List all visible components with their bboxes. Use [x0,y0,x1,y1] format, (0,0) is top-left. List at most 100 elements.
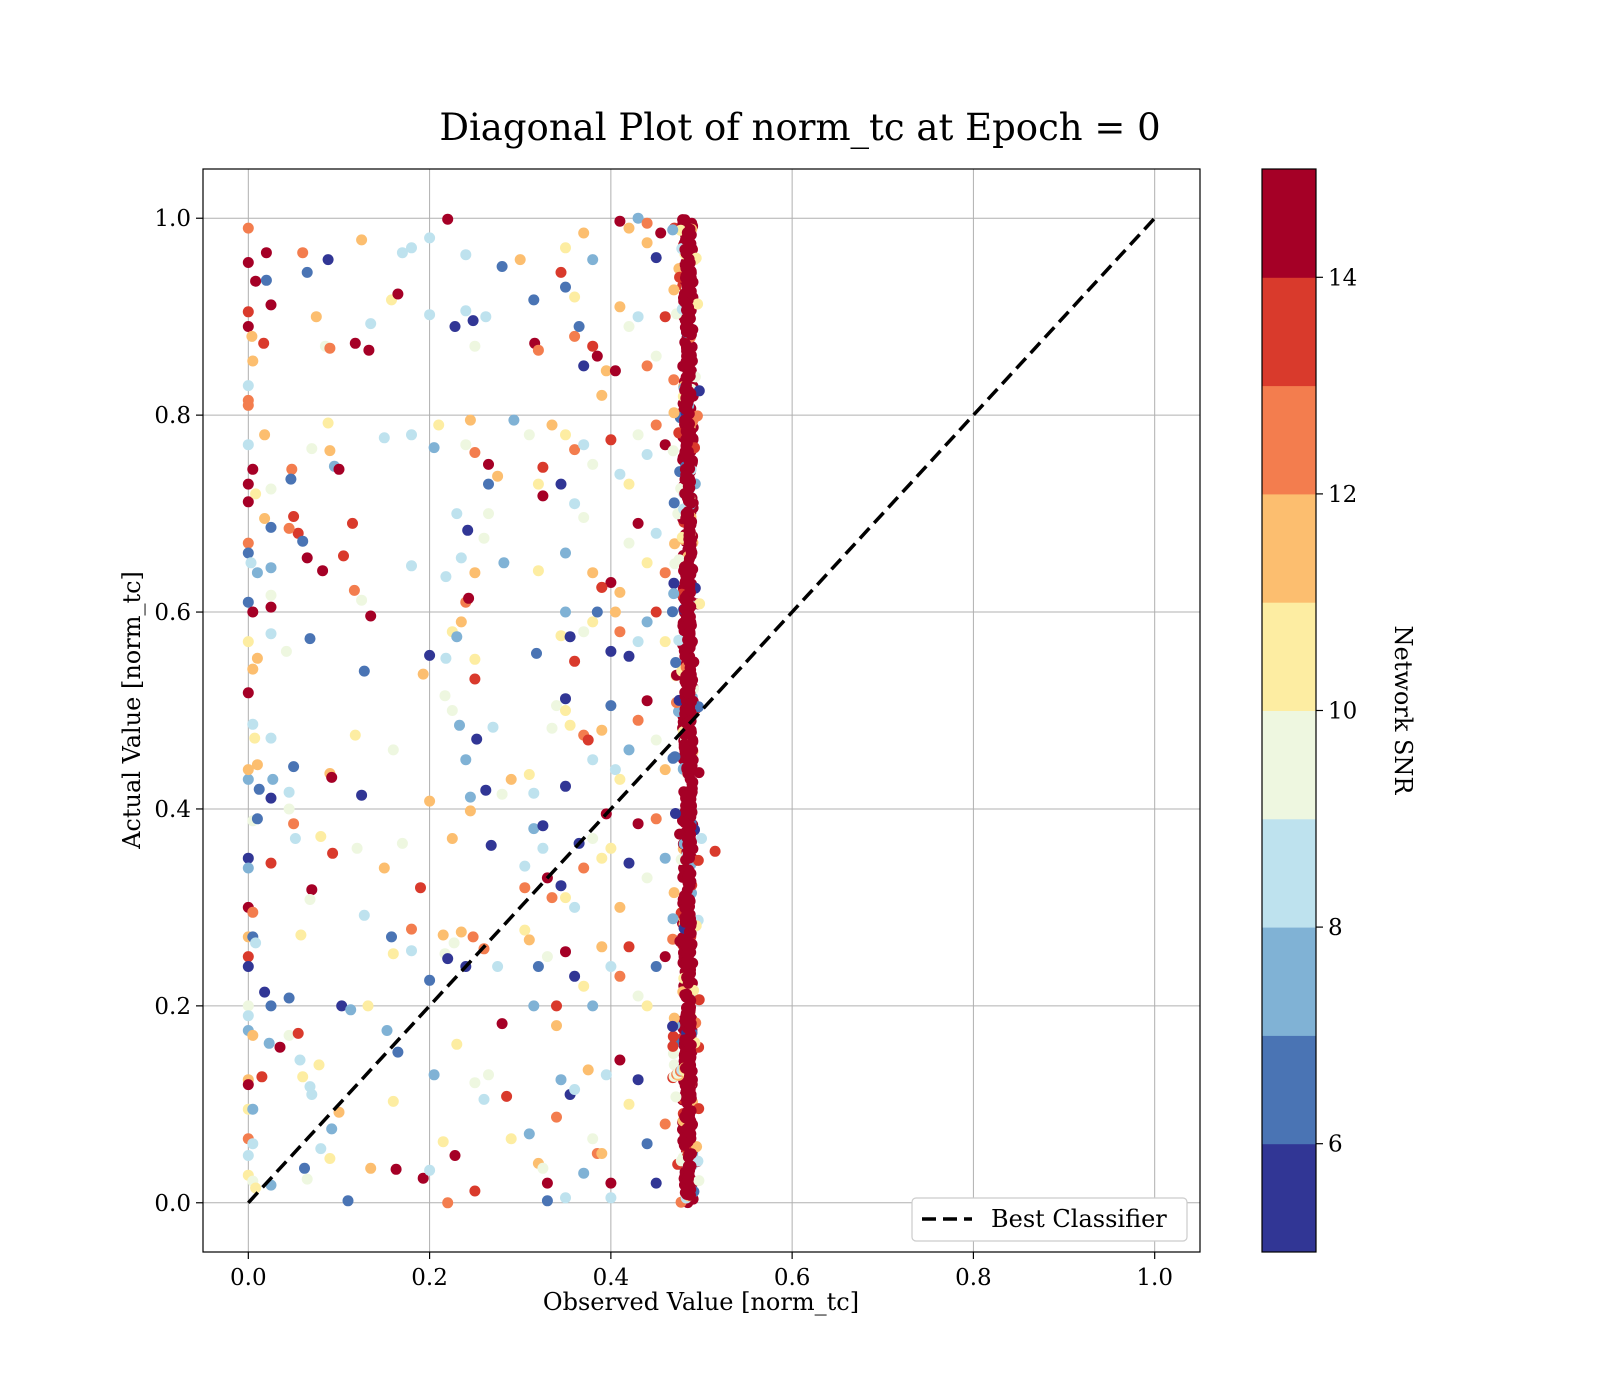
scatter-point [564,719,576,731]
scatter-point [683,797,694,809]
x-tick-label: 0.8 [955,1265,992,1291]
scatter-point [469,567,481,579]
scatter-point [424,232,436,244]
scatter-point [265,732,277,744]
scatter-point [578,360,590,372]
scatter-point [251,567,263,579]
scatter-point [483,508,494,520]
scatter-point [439,690,451,702]
scatter-point [614,970,626,982]
colorbar-segment [1262,277,1316,387]
scatter-point [682,1017,694,1029]
scatter-point [260,274,272,286]
scatter-point [242,222,254,234]
scatter-point [467,931,479,943]
scatter-point [519,860,531,872]
scatter-point [301,552,313,564]
scatter-point [306,1089,318,1100]
colorbar-frame [1261,168,1317,1253]
scatter-point [358,665,370,677]
scatter-point [247,663,259,675]
scatter-point [242,321,254,332]
scatter-point [286,463,298,475]
scatter-point [692,298,704,310]
scatter-point [387,744,399,756]
scatter-point [528,823,540,835]
scatter-point [247,718,259,730]
scatter-point [537,842,549,854]
scatter-point [424,1164,436,1176]
scatter-point [348,584,360,596]
colorbar-segment [1262,493,1316,603]
scatter-point [306,443,318,455]
scatter-point [487,721,499,733]
scatter-point [632,990,644,1002]
scatter-point [659,1118,671,1130]
y-tick-label: 0.2 [154,994,191,1020]
scatter-point [265,857,277,869]
scatter-point [560,429,571,441]
scatter-point [424,309,436,321]
scatter-point [242,951,254,963]
scatter-point [449,321,461,332]
scatter-point [569,330,581,342]
scatter-point [326,771,338,783]
scatter-point [641,872,653,884]
scatter-point [496,261,508,272]
scatter-point [681,404,693,416]
scatter-point [682,429,694,441]
scatter-point [460,754,472,766]
scatter-point [505,1133,517,1145]
colorbar-segment [1262,818,1316,928]
scatter-point [326,1123,338,1135]
scatter-point [684,1069,696,1081]
scatter-point [679,321,691,333]
scatter-point [363,344,375,356]
scatter-point [242,596,254,608]
scatter-point [283,1029,295,1041]
scatter-point [462,524,474,536]
scatter-point [614,1054,626,1066]
scatter-point [683,360,694,372]
scatter-point [378,432,390,444]
scatter-point [682,954,694,966]
scatter-point [265,521,277,533]
scatter-point [523,769,535,780]
scatter-point [564,631,576,643]
scatter-point [685,658,697,670]
scatter-point [683,529,695,541]
scatter-point [448,937,460,949]
colorbar-segment [1262,1035,1316,1145]
scatter-point [295,929,307,941]
scatter-point [605,700,617,712]
scatter-point [464,414,476,426]
scatter-points [242,212,721,1209]
scatter-point [349,729,361,741]
scatter-point [245,557,257,569]
scatter-point [365,1162,377,1174]
scatter-point [532,961,544,972]
scatter-point [259,513,271,524]
scatter-point [659,764,671,776]
scatter-point [532,478,544,490]
scatter-point [259,986,271,998]
x-tick-label: 0.0 [230,1265,267,1291]
scatter-point [668,374,680,386]
scatter-point [650,350,662,362]
scatter-point [641,695,653,707]
scatter-point [469,1185,481,1197]
scatter-point [256,1071,268,1083]
scatter-point [623,321,635,332]
scatter-point [242,1150,254,1161]
scatter-point [605,434,617,446]
scatter-point [650,1177,662,1189]
scatter-point [641,1138,653,1150]
scatter-point [392,1046,404,1058]
scatter-point [249,732,261,744]
scatter-point [600,1069,612,1081]
y-tick-label: 0.6 [154,600,191,626]
scatter-point [449,1150,461,1161]
scatter-point [242,764,254,776]
x-tick-label: 0.6 [774,1265,811,1291]
scatter-point [274,1041,286,1053]
